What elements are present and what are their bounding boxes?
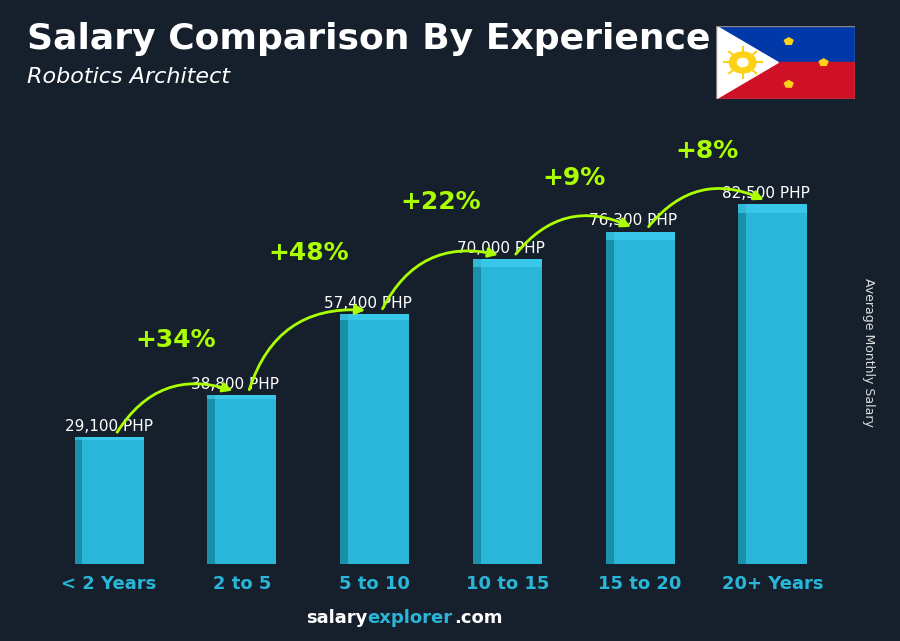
- Circle shape: [737, 58, 748, 67]
- Polygon shape: [716, 62, 855, 99]
- Bar: [207, 395, 276, 564]
- Text: .com: .com: [454, 609, 503, 627]
- Bar: [606, 231, 675, 564]
- Text: explorer: explorer: [367, 609, 453, 627]
- Text: 57,400 PHP: 57,400 PHP: [324, 296, 412, 311]
- Bar: [606, 231, 675, 240]
- Text: 82,500 PHP: 82,500 PHP: [723, 187, 810, 201]
- Bar: [340, 314, 410, 320]
- Bar: [75, 437, 83, 564]
- Text: +9%: +9%: [542, 166, 606, 190]
- Bar: [207, 395, 215, 564]
- Text: +48%: +48%: [268, 240, 348, 265]
- Bar: [75, 437, 144, 440]
- Bar: [472, 259, 542, 267]
- Bar: [207, 395, 276, 399]
- Text: +8%: +8%: [675, 139, 738, 163]
- Polygon shape: [716, 26, 778, 99]
- Text: Average Monthly Salary: Average Monthly Salary: [862, 278, 875, 427]
- Bar: [340, 314, 410, 564]
- Text: 70,000 PHP: 70,000 PHP: [457, 241, 544, 256]
- Text: salary: salary: [306, 609, 367, 627]
- Bar: [340, 314, 348, 564]
- Bar: [75, 437, 144, 564]
- Bar: [738, 204, 807, 564]
- Text: Salary Comparison By Experience: Salary Comparison By Experience: [27, 22, 710, 56]
- Polygon shape: [785, 81, 793, 87]
- Bar: [738, 204, 746, 564]
- Bar: [472, 259, 481, 564]
- Polygon shape: [785, 38, 793, 44]
- Text: 38,800 PHP: 38,800 PHP: [191, 377, 279, 392]
- Text: Robotics Architect: Robotics Architect: [27, 67, 230, 87]
- Polygon shape: [716, 26, 855, 62]
- Bar: [738, 204, 807, 213]
- Text: +22%: +22%: [400, 190, 482, 213]
- Bar: [472, 259, 542, 564]
- Text: 76,300 PHP: 76,300 PHP: [590, 213, 678, 228]
- Circle shape: [729, 52, 756, 73]
- Text: 29,100 PHP: 29,100 PHP: [65, 419, 153, 434]
- Bar: [606, 231, 614, 564]
- Polygon shape: [819, 59, 828, 65]
- Text: +34%: +34%: [135, 328, 216, 351]
